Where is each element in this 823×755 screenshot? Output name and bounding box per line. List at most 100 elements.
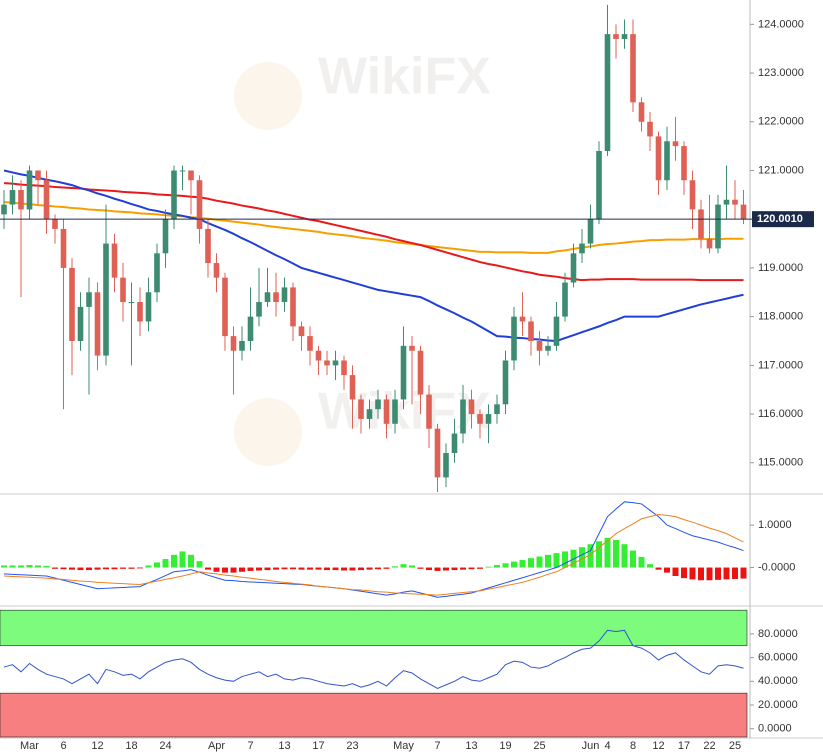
moving-average — [3, 182, 744, 282]
x-tick-label: 7 — [247, 740, 253, 752]
histogram-bar — [26, 564, 33, 568]
candle-body — [26, 170, 33, 210]
last-price-box — [752, 211, 814, 228]
histogram-bar — [400, 564, 407, 568]
candle-body — [366, 409, 373, 419]
histogram-bar — [723, 567, 730, 580]
y-tick-label: 124.0000 — [758, 18, 804, 30]
candle-body — [324, 360, 330, 366]
histogram-bar — [681, 567, 687, 579]
candle-body — [188, 170, 194, 181]
candle-body — [18, 189, 24, 210]
histogram-bar — [358, 567, 364, 571]
candle-body — [273, 292, 279, 303]
histogram-bar — [613, 539, 619, 568]
candle-body — [443, 453, 449, 478]
candle-body — [451, 433, 458, 454]
y-tick-label: 20.0000 — [758, 699, 798, 711]
x-tick-label: 18 — [125, 740, 137, 752]
candle-body — [298, 326, 305, 337]
histogram-bar — [324, 567, 330, 571]
histogram-bar — [366, 567, 373, 570]
candle-body — [434, 428, 441, 478]
histogram-bar — [621, 544, 628, 568]
histogram-bar — [604, 537, 611, 568]
candle-body — [460, 399, 466, 434]
histogram-bar — [392, 566, 398, 568]
candle-body — [43, 180, 50, 220]
candle-body — [426, 394, 432, 429]
candle-body — [137, 302, 143, 322]
candle-body — [256, 302, 262, 317]
candle-body — [596, 151, 602, 220]
candle-body — [120, 277, 126, 303]
candle-body — [179, 170, 186, 172]
histogram-bar — [477, 567, 483, 569]
candle-body — [307, 336, 313, 351]
candle-body — [9, 189, 16, 205]
x-tick-label: 17 — [678, 740, 690, 752]
histogram-bar — [315, 567, 322, 570]
candle-body — [128, 302, 135, 304]
candle-body — [205, 228, 211, 264]
candle-body — [52, 219, 58, 229]
histogram-bar — [596, 541, 602, 568]
candle-body — [553, 316, 560, 346]
x-tick-label: 25 — [533, 740, 545, 752]
histogram-bar — [647, 564, 653, 568]
histogram-bar — [128, 567, 135, 569]
candle-body — [494, 404, 500, 415]
candle-body — [468, 399, 475, 415]
histogram-bar — [145, 565, 152, 568]
watermark-logo — [234, 398, 302, 466]
histogram-bar — [383, 567, 390, 569]
candle-body — [1, 204, 7, 215]
moving-average — [3, 169, 744, 342]
histogram-bar — [562, 551, 568, 568]
histogram-bar — [485, 566, 492, 568]
histogram-bar — [213, 567, 220, 572]
candle-body — [664, 141, 670, 181]
y-tick-label: 118.0000 — [758, 311, 803, 323]
histogram-bar — [434, 567, 441, 571]
candle-body — [519, 316, 526, 322]
x-tick-label: 25 — [729, 740, 741, 752]
candle-body — [698, 209, 704, 239]
histogram-bar — [740, 567, 747, 579]
candle-body — [264, 292, 271, 303]
macd-line — [3, 501, 744, 598]
histogram-bar — [698, 567, 704, 581]
histogram-bar — [86, 567, 92, 571]
x-tick-label: 13 — [278, 740, 290, 752]
candle-body — [103, 243, 109, 356]
macd-line — [3, 514, 744, 596]
histogram-bar — [715, 567, 721, 580]
histogram-bar — [630, 550, 636, 568]
candle-body — [60, 228, 67, 268]
candle-body — [477, 414, 483, 424]
candle-body — [723, 199, 730, 205]
candle-body — [315, 350, 322, 361]
y-tick-label: 60.0000 — [758, 651, 798, 663]
x-tick-label: 17 — [312, 740, 324, 752]
candle-body — [162, 219, 169, 254]
y-tick-label: 1.0000 — [758, 519, 792, 531]
candle-body — [392, 399, 398, 424]
y-tick-label: 122.0000 — [758, 116, 804, 128]
histogram-bar — [451, 567, 458, 571]
candle-body — [621, 34, 628, 39]
candle-body — [341, 360, 347, 376]
histogram-bar — [77, 567, 84, 571]
candle-body — [145, 292, 152, 322]
candle-body — [111, 243, 118, 278]
candle-body — [604, 34, 611, 152]
histogram-bar — [171, 554, 177, 568]
histogram-bar — [69, 567, 75, 570]
histogram-bar — [60, 567, 67, 570]
candle-body — [94, 292, 101, 356]
candle-body — [587, 219, 594, 244]
candle-body — [383, 399, 390, 424]
candle-body — [570, 253, 577, 283]
histogram-bar — [332, 567, 339, 571]
